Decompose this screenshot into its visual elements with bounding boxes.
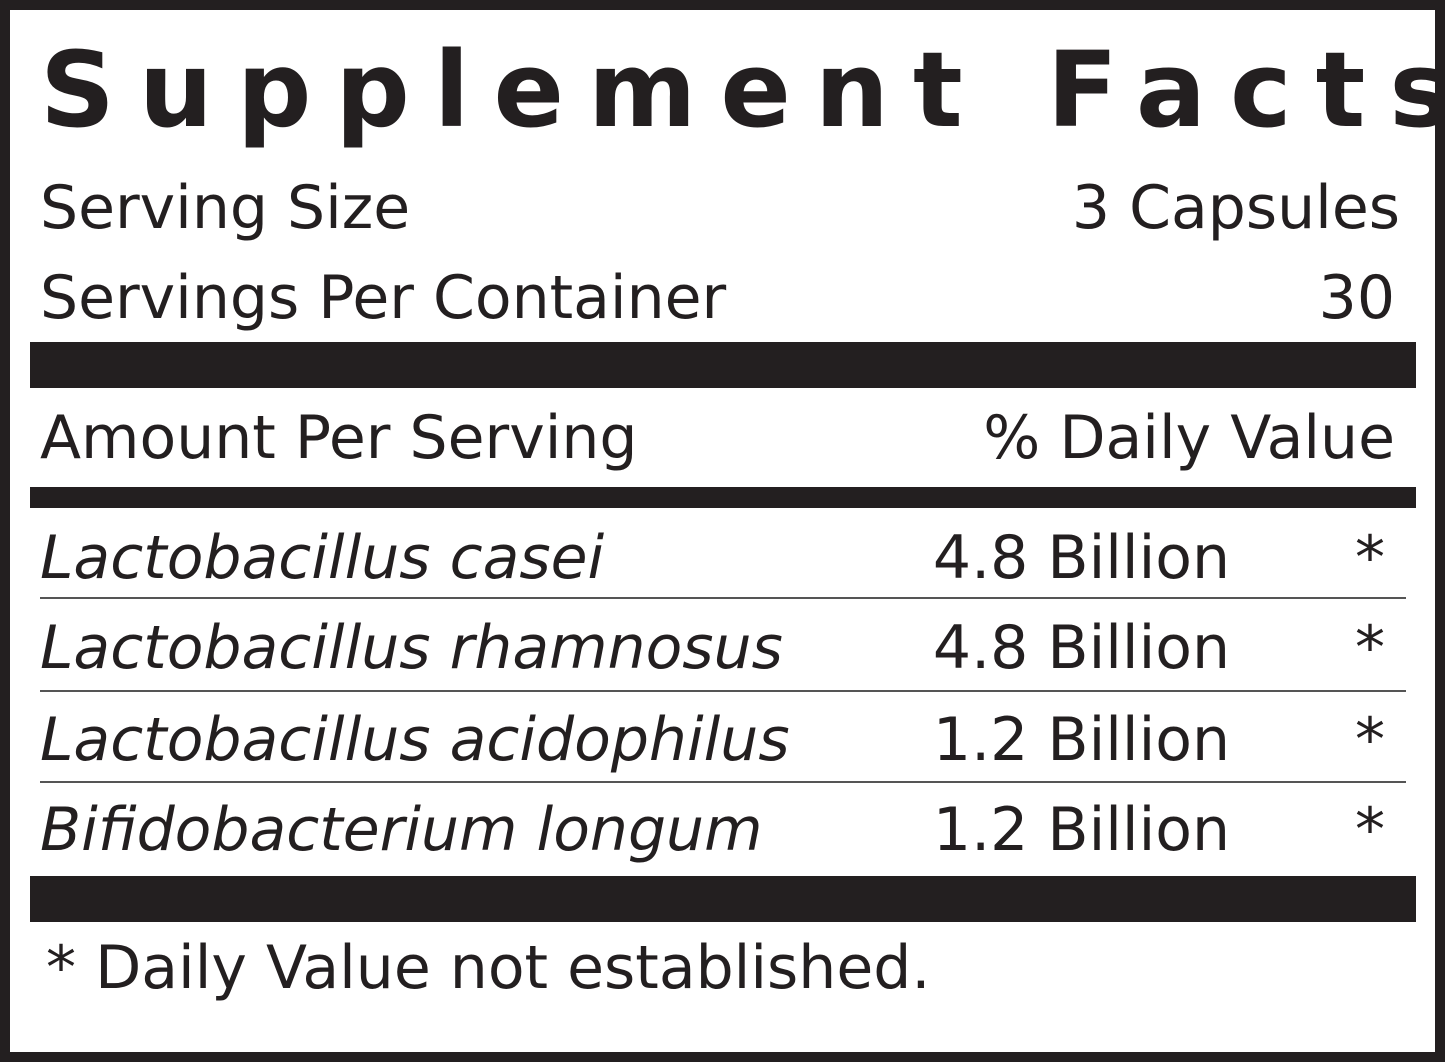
ingredient-name: Bifidobacterium longum [40, 795, 763, 865]
ingredient-amount: 1.2 Billion [932, 795, 1230, 865]
amount-header: Amount Per Serving [40, 403, 638, 473]
ingredient-amount: 4.8 Billion [932, 523, 1230, 593]
thick-bar [30, 342, 1416, 388]
ingredient-amount: 4.8 Billion [932, 613, 1230, 683]
ingredient-name: Lactobacillus casei [40, 523, 605, 593]
title: Supplement Facts [40, 29, 1445, 151]
ingredient-dv: * [1355, 523, 1385, 593]
ingredient-name: Lactobacillus acidophilus [40, 705, 790, 775]
ingredient-name: Lactobacillus rhamnosus [40, 613, 783, 683]
medium-bar [30, 487, 1416, 508]
ingredient-dv: * [1355, 705, 1385, 775]
serving-size-value: 3 Capsules [1071, 173, 1400, 243]
ingredient-dv: * [1355, 613, 1385, 683]
serving-size-label: Serving Size [40, 173, 411, 243]
footnote: * Daily Value not established. [46, 933, 931, 1003]
row-rule [40, 781, 1406, 783]
thick-bar [30, 876, 1416, 922]
servings-value: 30 [1318, 263, 1395, 333]
row-rule [40, 597, 1406, 599]
servings-label: Servings Per Container [40, 263, 727, 333]
ingredient-dv: * [1355, 795, 1385, 865]
daily-value-header: % Daily Value [983, 403, 1395, 473]
ingredient-amount: 1.2 Billion [932, 705, 1230, 775]
row-rule [40, 690, 1406, 692]
